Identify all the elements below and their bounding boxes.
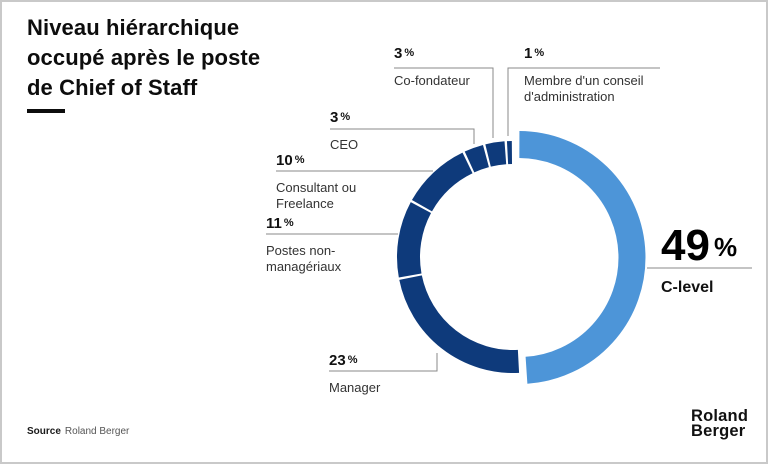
percent-sign: %	[713, 232, 738, 262]
donut-segment-ceo	[464, 144, 490, 173]
donut-segment-postes-non-manag-riaux	[397, 202, 432, 278]
donut-segment-consultant-ou-freelance	[411, 152, 473, 212]
percent-sign: %	[294, 154, 305, 166]
leader-line-co-fondateur	[394, 67, 494, 138]
callout-label: Consultant ou Freelance	[276, 180, 357, 211]
callout-c-level: 49% C-level	[661, 221, 738, 296]
callout-label: Postes non-managériaux	[266, 243, 342, 274]
callout-manager: 23% Manager	[329, 351, 380, 396]
callout-postes-non-manageriaux: 11% Postes non-managériaux	[266, 214, 406, 275]
callout-membre-conseil: 1% Membre d'un conseil d'administration	[524, 44, 674, 105]
callout-label: C-level	[661, 279, 714, 296]
callout-label: Membre d'un conseil d'administration	[524, 73, 644, 104]
donut-segment-co-fondateur	[485, 141, 507, 167]
callout-value: 3%	[330, 109, 351, 126]
percent-sign: %	[404, 47, 415, 59]
callout-value: 11%	[266, 215, 294, 232]
percent-sign: %	[283, 217, 294, 229]
callout-co-fondateur: 3% Co-fondateur	[394, 44, 470, 89]
leader-line-manager	[329, 353, 438, 372]
callout-value: 3%	[394, 45, 415, 62]
percent-sign: %	[347, 354, 358, 366]
callout-value: 1%	[524, 45, 545, 62]
leader-line-membre-conseil	[507, 67, 660, 136]
callout-label: Co-fondateur	[394, 73, 470, 88]
source-label: Source	[27, 426, 61, 437]
percent-sign: %	[534, 47, 545, 59]
source-value: Roland Berger	[64, 426, 130, 437]
logo-line-1: Roland	[691, 407, 749, 425]
donut-segment-c-level	[519, 131, 646, 384]
leader-line-ceo	[330, 128, 475, 144]
callout-label: Manager	[329, 380, 381, 395]
brand-logo: Roland Berger	[691, 407, 749, 440]
callout-value: 23%	[329, 352, 358, 369]
callout-value: 49%	[661, 221, 738, 270]
logo-line-2: Berger	[691, 422, 746, 440]
callout-label: CEO	[330, 137, 359, 152]
callout-value: 10%	[276, 152, 305, 169]
page-title: Niveau hiérarchique occupé après le post…	[27, 15, 261, 100]
donut-segment-manager	[399, 275, 520, 373]
callout-ceo: 3% CEO	[330, 108, 358, 153]
percent-sign: %	[340, 111, 351, 123]
source-note: Source Roland Berger	[27, 426, 129, 437]
title-underline-dash	[27, 109, 65, 113]
callout-consultant-freelance: 10% Consultant ou Freelance	[276, 151, 388, 212]
